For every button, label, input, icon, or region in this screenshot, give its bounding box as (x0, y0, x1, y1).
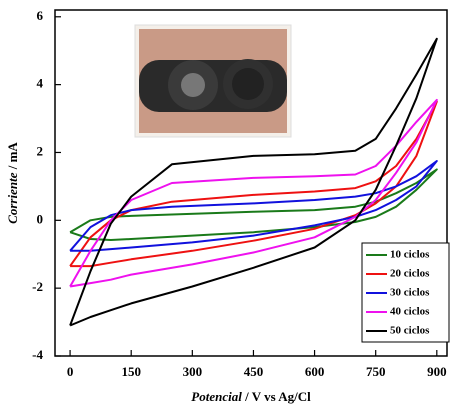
legend-label: 20 ciclos (390, 268, 430, 280)
legend-label: 40 ciclos (390, 306, 430, 318)
x-tick-label: 600 (305, 364, 325, 379)
cv-curve (69, 37, 438, 327)
cv-curve (69, 168, 438, 241)
legend-label: 30 ciclos (390, 287, 430, 299)
x-tick-label: 150 (121, 364, 141, 379)
inset-photo (134, 24, 292, 138)
x-tick-label: 300 (183, 364, 203, 379)
legend-label: 10 ciclos (390, 249, 430, 261)
y-tick-label: -2 (32, 279, 43, 294)
x-tick-label: 750 (366, 364, 386, 379)
y-axis-label: Corriente / mA (5, 142, 20, 224)
y-tick-label: -4 (32, 347, 43, 362)
cv-curve (69, 98, 438, 288)
y-tick-label: 6 (37, 8, 44, 23)
y-tick-label: 0 (37, 211, 44, 226)
plot-frame (54, 9, 448, 357)
y-tick-label: 4 (37, 76, 44, 91)
cv-curve (69, 160, 438, 252)
x-tick-label: 450 (244, 364, 264, 379)
legend-label: 50 ciclos (390, 325, 430, 337)
x-axis-label: Potencial / V vs Ag/Cl (191, 389, 311, 404)
y-tick-label: 2 (37, 143, 44, 158)
x-tick-label: 0 (67, 364, 74, 379)
legend: 10 ciclos 20 ciclos 30 ciclos 40 ciclos 50 c… (361, 242, 450, 343)
x-tick-label: 900 (427, 364, 447, 379)
